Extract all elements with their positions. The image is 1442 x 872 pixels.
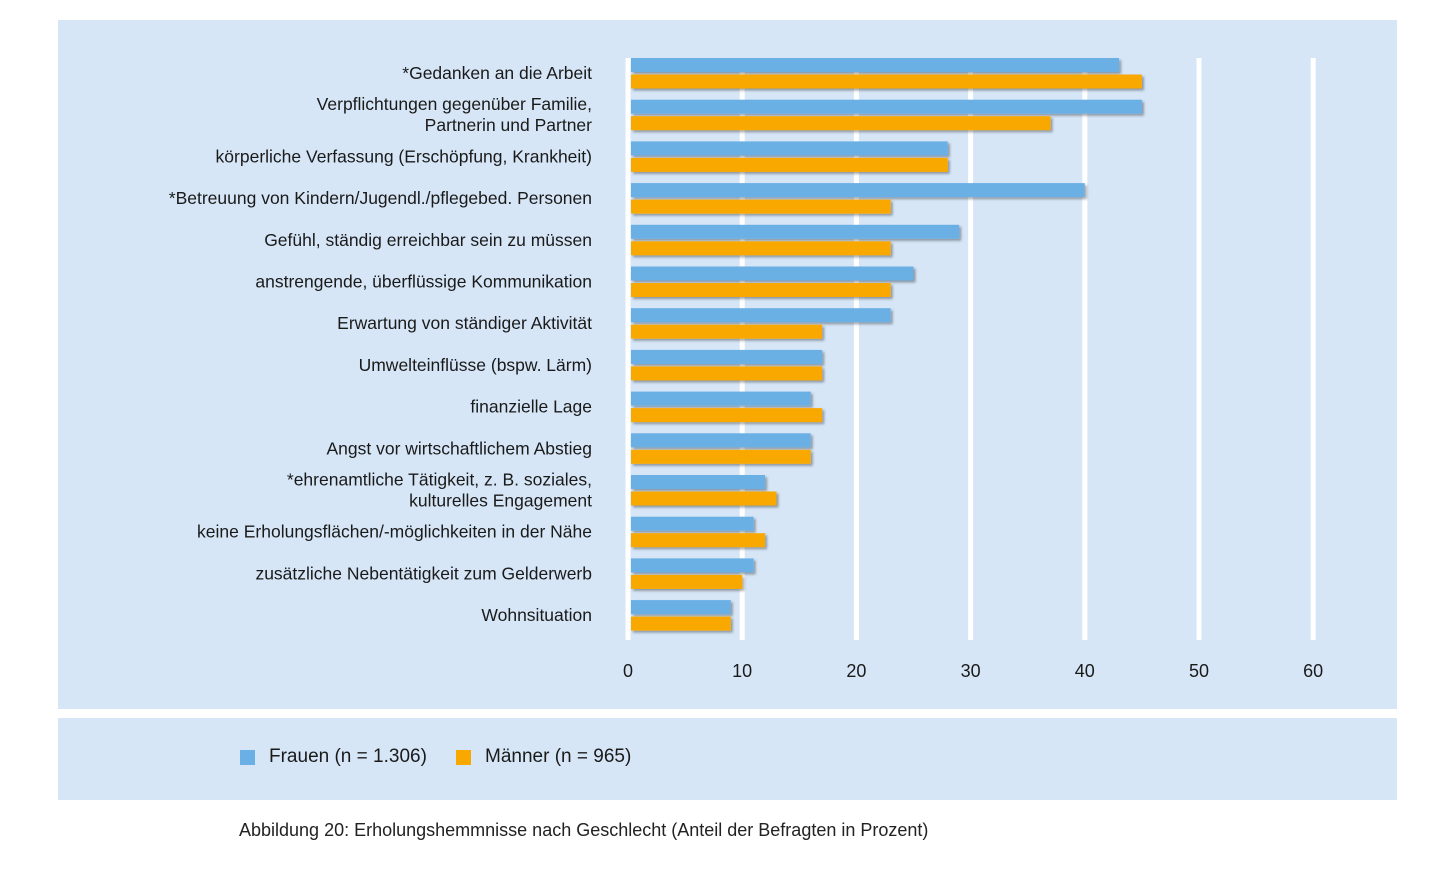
x-tick-label: 10 [732, 661, 752, 681]
category-labels: *Gedanken an die Arbeit Verpflichtungen g… [169, 63, 592, 625]
bar-frauen [631, 558, 754, 573]
bar-maenner [631, 324, 823, 339]
x-tick-label: 60 [1303, 661, 1323, 681]
bar-maenner [631, 449, 811, 464]
bar-frauen [631, 308, 891, 323]
bar-frauen [631, 266, 914, 281]
bar-maenner [631, 283, 891, 297]
category-label: zusätzliche Nebentätigkeit zum Gelderwer… [255, 563, 592, 583]
legend-label-frauen: Frauen (n = 1.306) [269, 746, 427, 767]
category-label: keine Erholungsflächen/-möglichkeiten in… [197, 522, 592, 542]
x-tick-label: 20 [846, 661, 866, 681]
bar-frauen [631, 141, 948, 156]
category-label: Erwartung von ständiger Aktivität [337, 313, 592, 333]
bar-maenner [631, 74, 1142, 89]
legend-item-frauen: Frauen (n = 1.306) [240, 744, 427, 770]
bar-frauen [631, 433, 811, 448]
bar-maenner [631, 157, 948, 172]
x-tick-label: 0 [623, 661, 633, 681]
bar-maenner [631, 408, 823, 423]
x-tick-label: 50 [1189, 661, 1209, 681]
category-label: Angst vor wirtschaftlichem Abstieg [326, 438, 592, 458]
bar-maenner [631, 533, 766, 548]
bar-frauen [631, 58, 1120, 72]
category-label: *ehrenamtliche Tätigkeit, z. B. soziales… [287, 470, 592, 511]
category-label: anstrengende, überflüssige Kommunikation [255, 272, 592, 292]
bar-frauen [631, 183, 1085, 198]
figure-caption: Abbildung 20: Erholungshemmnisse nach Ge… [239, 820, 929, 840]
legend-panel [58, 718, 1397, 800]
bars [631, 58, 1142, 631]
bar-maenner [631, 616, 731, 631]
category-label: Verpflichtungen gegenüber Familie, Partne… [317, 94, 592, 135]
category-label: Wohnsituation [481, 605, 592, 625]
bar-maenner [631, 366, 823, 381]
bar-frauen [631, 224, 960, 239]
bar-frauen [631, 349, 823, 364]
category-label: finanzielle Lage [470, 397, 592, 417]
category-label: *Gedanken an die Arbeit [402, 63, 592, 83]
legend-item-maenner: Männer (n = 965) [456, 744, 631, 770]
legend-swatch-maenner [456, 749, 471, 765]
bar-maenner [631, 199, 891, 214]
category-label: Umwelteinflüsse (bspw. Lärm) [359, 355, 592, 375]
bar-maenner [631, 491, 777, 506]
gridlines [625, 58, 1316, 640]
x-tick-label: 30 [961, 661, 981, 681]
bar-frauen [631, 99, 1142, 114]
bar-maenner [631, 241, 891, 256]
bar-frauen [631, 391, 811, 406]
bar-maenner [631, 116, 1051, 131]
bar-frauen [631, 475, 766, 489]
bar-maenner [631, 574, 743, 589]
legend-label-maenner: Männer (n = 965) [485, 746, 632, 767]
x-axis-tick-labels: 0 10 20 30 40 50 60 [623, 661, 1323, 681]
legend-swatch-frauen [240, 749, 255, 765]
category-label: Gefühl, ständig erreichbar sein zu müsse… [264, 230, 592, 250]
bar-frauen [631, 516, 754, 531]
category-label: körperliche Verfassung (Erschöpfung, Kra… [216, 146, 592, 166]
bar-frauen [631, 600, 731, 615]
category-label: *Betreuung von Kindern/Jugendl./pflegebe… [169, 188, 592, 208]
x-tick-label: 40 [1075, 661, 1095, 681]
chart-panel [58, 20, 1397, 709]
